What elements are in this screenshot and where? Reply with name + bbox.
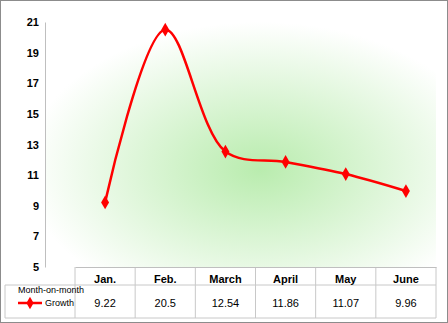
- y-tick: 11: [27, 169, 45, 181]
- x-tick-label: May: [335, 273, 357, 285]
- table-value: 9.22: [94, 297, 115, 309]
- series-marker: [402, 184, 410, 198]
- series-marker: [101, 195, 109, 209]
- y-tick: 17: [27, 77, 45, 89]
- table-rule: [5, 318, 436, 319]
- series-marker: [282, 155, 290, 169]
- y-tick: 7: [33, 230, 45, 242]
- table-value: 9.96: [395, 297, 416, 309]
- table-rule: [5, 285, 6, 318]
- x-tick: Feb.: [154, 267, 177, 285]
- y-tick: 5: [33, 261, 45, 273]
- series-marker: [221, 145, 229, 159]
- x-axis: Jan. Feb. March April May June: [76, 267, 437, 285]
- plot-marks: [101, 23, 410, 210]
- table-rule: [375, 267, 376, 318]
- y-tick: 21: [27, 16, 45, 28]
- y-tick-label: 13: [27, 139, 39, 151]
- x-tick-label: March: [209, 273, 242, 285]
- table-rule: [315, 267, 316, 318]
- y-tick-label: 19: [27, 47, 39, 59]
- y-tick-label: 15: [27, 108, 39, 120]
- table-value: 20.5: [155, 297, 176, 309]
- x-tick-label: Jan.: [94, 273, 116, 285]
- table-rule: [436, 267, 437, 318]
- chart-border: [1, 1, 448, 323]
- plot-area: [45, 22, 436, 267]
- table-rule: [135, 267, 136, 318]
- table-value: 11.07: [332, 297, 359, 309]
- x-tick: June: [393, 267, 419, 285]
- y-tick: 9: [33, 200, 45, 212]
- y-tick-label: 11: [27, 169, 39, 181]
- table-rule: [255, 267, 256, 318]
- y-tick-label: 7: [33, 230, 39, 242]
- y-axis-line: [45, 23, 46, 268]
- y-axis: 5 7 9 11 13 15 17 19 21: [27, 16, 46, 273]
- x-tick-label: April: [273, 273, 298, 285]
- y-tick-label: 5: [33, 261, 39, 273]
- y-tick-label: 21: [27, 16, 39, 28]
- x-tick: Jan.: [94, 267, 116, 285]
- legend-marker: [26, 297, 33, 309]
- y-tick: 15: [27, 108, 45, 120]
- legend-label: Month-on-monthGrowth: [18, 285, 84, 308]
- x-tick: March: [209, 267, 242, 285]
- x-tick-label: Feb.: [154, 273, 177, 285]
- y-tick-label: 17: [27, 77, 39, 89]
- series-marker: [161, 23, 169, 37]
- y-tick: 13: [27, 139, 45, 151]
- chart: 5 7 9 11 13 15 17 19 21 Jan. Feb. March April May June…: [0, 0, 448, 323]
- x-axis-line: [76, 267, 437, 268]
- series-marker: [342, 167, 350, 181]
- table-rule: [195, 267, 196, 318]
- x-tick-label: June: [393, 273, 419, 285]
- x-tick: May: [335, 267, 357, 285]
- data-table: [5, 267, 436, 318]
- table-value: 11.86: [272, 297, 299, 309]
- table-value: 12.54: [212, 297, 240, 309]
- y-tick: 19: [27, 47, 45, 59]
- series-line: [105, 30, 406, 203]
- y-tick-label: 9: [33, 200, 39, 212]
- x-tick: April: [273, 267, 298, 285]
